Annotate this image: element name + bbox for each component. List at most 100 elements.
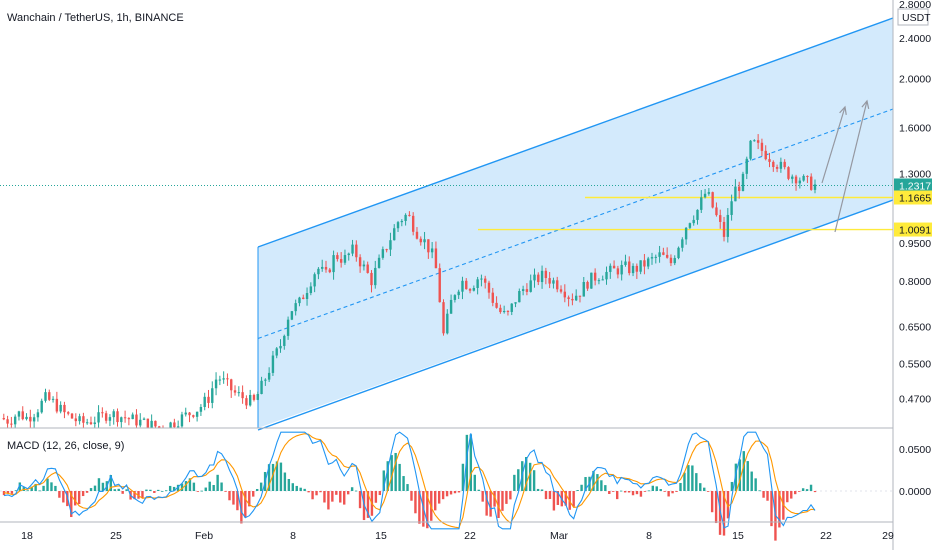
- macd-histogram-bar: [441, 491, 445, 500]
- time-tick-label: Mar: [550, 530, 569, 542]
- macd-histogram-bar: [188, 478, 192, 491]
- macd-histogram-bar: [489, 491, 492, 517]
- candle-body: [624, 261, 627, 265]
- candle-body: [17, 411, 21, 417]
- candle-body: [415, 231, 419, 239]
- macd-histogram-bar: [683, 472, 686, 491]
- candle-body: [222, 378, 225, 380]
- macd-histogram-bar: [101, 482, 105, 491]
- candle-body: [180, 414, 184, 427]
- candle-body: [252, 394, 256, 400]
- macd-histogram-bar: [311, 491, 314, 500]
- macd-histogram-bar: [501, 491, 504, 511]
- candle-body: [302, 297, 305, 300]
- candle-body: [245, 398, 248, 406]
- macd-histogram-bar: [790, 491, 793, 499]
- candle-body: [813, 184, 817, 190]
- candle-body: [389, 240, 392, 250]
- macd-histogram-bar: [137, 491, 140, 499]
- candle-body: [411, 215, 415, 232]
- macd-histogram-bar: [192, 482, 196, 491]
- macd-histogram-bar: [287, 478, 291, 491]
- candle-body: [446, 313, 449, 334]
- chart-title: Wanchain / TetherUS, 1h, BINANCE: [7, 12, 184, 24]
- candle-body: [199, 406, 203, 412]
- macd-histogram-bar: [196, 491, 200, 492]
- macd-histogram-bar: [42, 485, 45, 491]
- macd-histogram-bar: [303, 488, 306, 491]
- candle-body: [55, 398, 59, 412]
- macd-histogram-bar: [275, 461, 279, 491]
- macd-histogram-bar: [343, 491, 346, 505]
- candle-body: [677, 247, 680, 259]
- channel-lower-line: [257, 199, 894, 431]
- candle-body: [605, 271, 608, 280]
- macd-histogram-bar: [34, 483, 37, 491]
- candle-body: [218, 379, 222, 381]
- macd-histogram-bar: [726, 491, 730, 519]
- candle-body: [601, 279, 604, 281]
- candle-body: [101, 412, 104, 414]
- time-tick-label: 8: [646, 530, 652, 542]
- macd-histogram-bar: [153, 491, 156, 493]
- candle-body: [347, 253, 350, 256]
- time-tick-label: Feb: [195, 530, 213, 542]
- macd-histogram-bar: [544, 491, 548, 500]
- regression-channel[interactable]: [0, 17, 894, 431]
- forecast-arrow-shaft: [834, 100, 868, 233]
- macd-histogram-bar: [70, 491, 73, 518]
- price-tick-label: 1.6000: [899, 123, 931, 135]
- candle-body: [48, 392, 51, 400]
- macd-histogram-bar: [295, 485, 298, 491]
- candle-body: [396, 222, 400, 229]
- macd-histogram-bar: [271, 463, 275, 491]
- macd-histogram-bar: [734, 463, 738, 491]
- candle-body: [499, 307, 502, 313]
- macd-histogram-bar: [619, 490, 623, 492]
- candle-body: [559, 289, 563, 292]
- macd-histogram-bar: [244, 491, 247, 518]
- macd-histogram-bar: [184, 481, 188, 491]
- forecast-arrow-head: [861, 99, 870, 109]
- candle-body: [487, 282, 491, 293]
- macd-histogram-bar: [758, 490, 761, 492]
- candle-body: [635, 265, 639, 272]
- candle-body: [791, 176, 794, 179]
- candle-body: [377, 257, 381, 268]
- macd-histogram-bar: [109, 474, 113, 491]
- macd-histogram-bar: [572, 491, 575, 507]
- candle-body: [647, 258, 650, 267]
- candle-body: [802, 175, 805, 181]
- macd-histogram-bar: [437, 491, 441, 504]
- macd-histogram-bar: [331, 491, 334, 502]
- candle-body: [722, 221, 726, 237]
- macd-histogram-bar: [766, 491, 769, 501]
- candle-body: [385, 249, 388, 251]
- macd-histogram-bar: [97, 478, 101, 491]
- macd-histogram-bar: [157, 489, 160, 491]
- macd-histogram-bar: [564, 491, 567, 506]
- candle-body: [510, 303, 513, 312]
- forecast-arrows[interactable]: [821, 99, 870, 233]
- candle-body: [563, 291, 567, 298]
- candle-body: [70, 413, 74, 419]
- price-tick-label: 0.5500: [899, 359, 931, 371]
- candle-body: [586, 282, 589, 289]
- macd-histogram-bar: [750, 471, 753, 491]
- candle-body: [556, 280, 559, 290]
- macd-histogram-bar: [596, 474, 599, 491]
- macd-tick-label: 0.0500: [899, 444, 931, 456]
- macd-histogram-bar: [145, 489, 148, 491]
- candle-body: [419, 238, 422, 243]
- macd-histogram-bar: [778, 491, 781, 528]
- macd-histogram-bar: [374, 491, 378, 503]
- macd-histogram-bar: [390, 455, 393, 491]
- candle-body: [339, 259, 343, 263]
- candle-body: [211, 388, 214, 403]
- macd-histogram-bar: [10, 491, 14, 494]
- macd-histogram-bar: [540, 489, 544, 491]
- candle-body: [150, 420, 153, 428]
- macd-histogram-bar: [655, 486, 658, 491]
